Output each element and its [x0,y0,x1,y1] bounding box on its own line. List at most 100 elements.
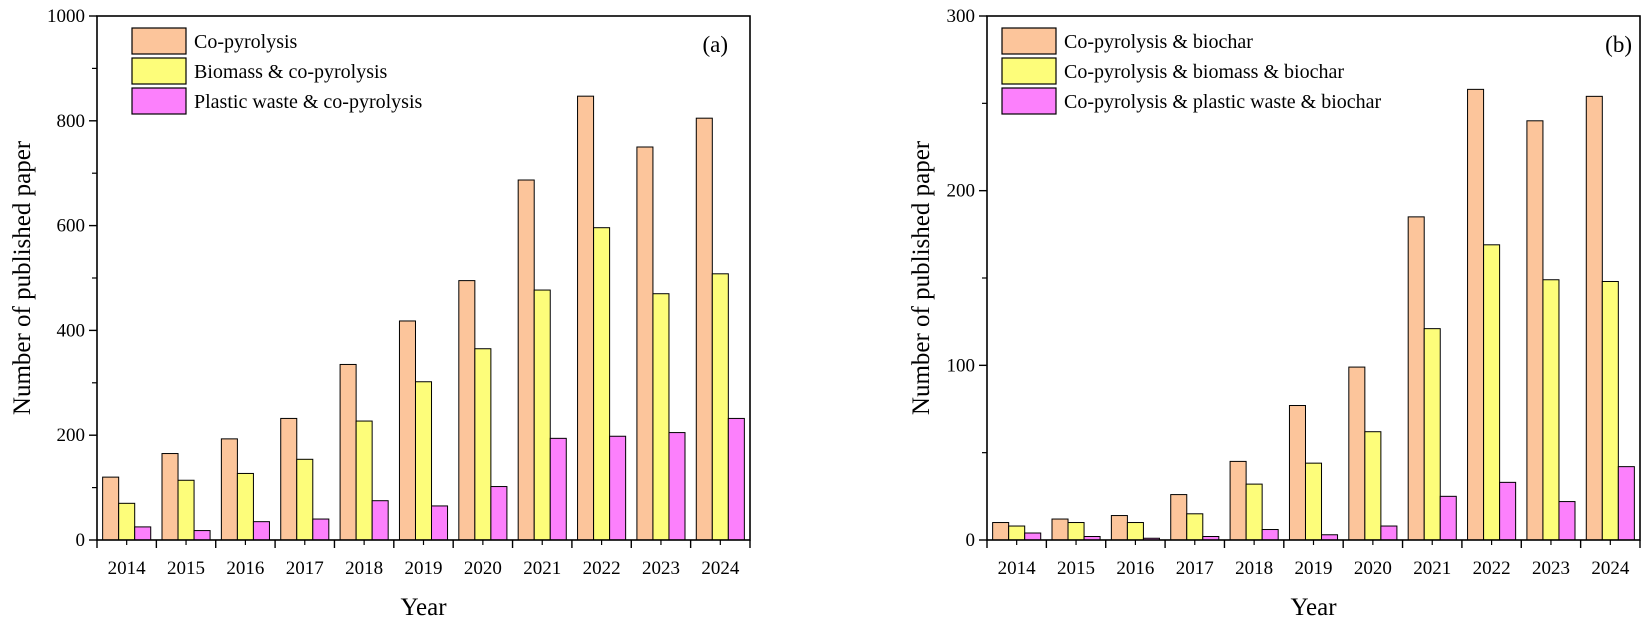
bar-2019-series-3 [431,505,449,541]
bar-2018-series-2 [1245,483,1263,541]
bar-2023-series-2 [1542,279,1560,541]
x-tick-label: 2019 [405,558,443,579]
legend-swatch [1001,27,1057,55]
y-axis-title: Number of published paper [908,140,935,415]
legend-label: Co-pyrolysis & biochar [1064,31,1253,53]
bar-2016-series-1 [220,438,238,541]
y-tick-label: 600 [57,216,86,237]
y-tick-label: 1000 [47,6,85,27]
bar-2024-series-2 [711,273,729,541]
legend-label: Plastic waste & co-pyrolysis [194,91,423,113]
bar-2014-series-3 [1024,532,1042,541]
bar-2014-series-3 [134,526,152,541]
bar-2016-series-2 [236,472,254,541]
bar-2021-series-3 [549,437,567,541]
legend-label: Biomass & co-pyrolysis [194,61,388,83]
y-tick-label: 300 [947,6,976,27]
x-tick-label: 2020 [1354,558,1392,579]
x-tick-label: 2022 [1473,558,1511,579]
x-axis-title: Year [400,594,447,621]
y-tick-label: 800 [57,111,86,132]
bar-2016-series-3 [252,521,270,541]
bar-2021-series-1 [1407,216,1425,541]
bar-2018-series-1 [339,363,357,541]
bar-2015-series-2 [177,479,195,541]
bar-2021-series-1 [517,179,535,541]
x-tick-label: 2023 [642,558,680,579]
bar-2014-series-2 [118,502,136,541]
legend-label: Co-pyrolysis [194,31,298,53]
bar-2023-series-2 [652,293,670,541]
bar-2022-series-2 [593,227,611,541]
bar-2020-series-2 [1364,431,1382,541]
bar-2020-series-1 [458,280,476,541]
y-tick-label: 0 [966,530,976,551]
legend-label: Co-pyrolysis & plastic waste & biochar [1064,91,1382,113]
x-tick-label: 2014 [998,558,1037,579]
bar-2017-series-2 [1186,513,1204,541]
bar-2018-series-3 [1261,529,1279,541]
legend: Co-pyrolysis Biomass & co-pyrolysis Plasti… [131,27,423,115]
bar-2015-series-3 [193,530,211,541]
legend-label: Co-pyrolysis & biomass & biochar [1064,61,1344,83]
bar-2020-series-2 [474,348,492,541]
x-tick-label: 2016 [226,558,264,579]
bar-2019-series-2 [1304,462,1323,541]
bar-2022-series-1 [577,95,595,541]
x-tick-label: 2022 [583,558,621,579]
bar-2023-series-3 [1558,501,1576,541]
x-tick-label: 2016 [1116,558,1154,579]
x-tick-label: 2024 [701,558,740,579]
bar-2014-series-1 [992,522,1010,541]
x-tick-label: 2018 [1235,558,1273,579]
bar-2024-series-3 [727,417,745,541]
bar-2021-series-2 [533,289,551,541]
bar-2018-series-1 [1229,460,1247,541]
bar-2017-series-1 [280,417,298,541]
bar-2022-series-3 [609,435,627,541]
legend-swatch [131,27,187,55]
bar-2019-series-1 [398,320,416,541]
chart-panel-a: 0 200 400 600 800 1000 2014 2015 2016 2017 2018 201… [9,6,751,621]
x-tick-label: 2018 [345,558,383,579]
y-tick-label: 100 [947,355,976,376]
bar-2017-series-3 [312,518,330,541]
bar-2015-series-1 [161,453,179,541]
y-tick-label: 200 [947,181,976,202]
y-tick-label: 400 [57,320,86,341]
bar-2020-series-1 [1348,366,1366,541]
bar-2024-series-2 [1601,280,1619,541]
bar-2022-series-1 [1467,88,1485,541]
bar-2018-series-2 [355,420,373,541]
bar-2020-series-3 [490,486,508,541]
bar-2024-series-1 [1585,95,1603,541]
x-tick-label: 2014 [108,558,147,579]
panel-label: (b) [1605,32,1632,57]
chart-panel-b: 0 100 200 300 2014 2015 2016 2017 2018 2019 2020 20… [908,6,1641,621]
bar-2014-series-1 [102,476,120,541]
panel-label: (a) [702,32,728,57]
bar-2023-series-3 [668,432,686,541]
x-tick-label: 2015 [167,558,205,579]
bar-2019-series-1 [1288,405,1306,541]
bar-2017-series-2 [296,458,314,541]
bar-2016-series-2 [1126,522,1144,541]
x-tick-label: 2023 [1532,558,1570,579]
legend-swatch [1001,87,1057,115]
bar-2021-series-2 [1423,328,1441,541]
bar-2024-series-3 [1617,466,1635,541]
bar-2014-series-2 [1008,525,1026,541]
bar-2018-series-3 [371,500,389,541]
bar-2019-series-2 [414,381,433,541]
bar-2022-series-3 [1499,481,1517,541]
bar-2023-series-1 [636,146,654,541]
legend-swatch [1001,57,1057,85]
x-axis-title: Year [1290,594,1337,621]
x-tick-label: 2021 [1413,558,1451,579]
bar-2020-series-3 [1380,525,1398,541]
x-tick-label: 2024 [1591,558,1630,579]
bar-2023-series-1 [1526,120,1544,541]
bar-2017-series-1 [1170,494,1188,541]
x-tick-label: 2017 [286,558,324,579]
